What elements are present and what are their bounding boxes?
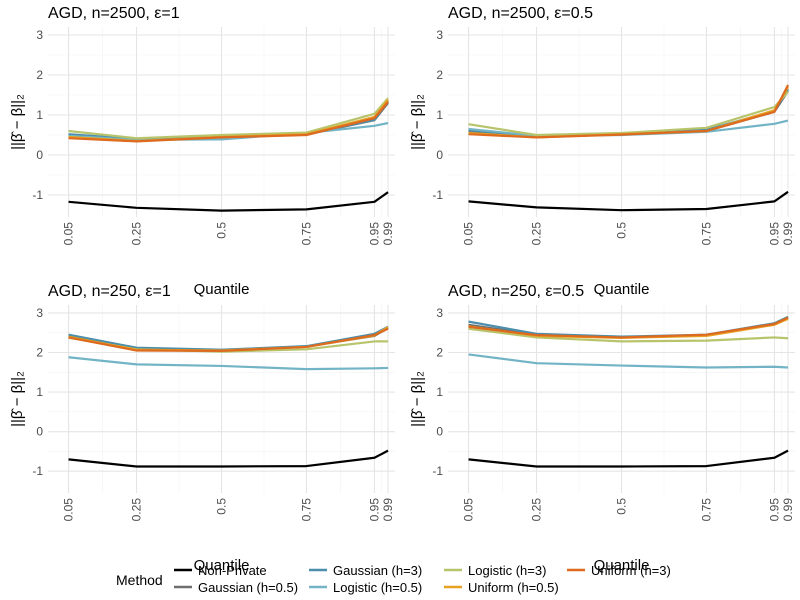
y-tick-label: -1 [432, 464, 443, 478]
series-line-gaussian-h-3 [468, 88, 789, 138]
x-axis-title: Quantile [194, 281, 250, 298]
y-axis-title: ||β̂ − β||₂ [9, 371, 26, 427]
y-tick-label: 1 [436, 108, 443, 122]
legend-item: Gaussian (h=3) [309, 563, 422, 578]
legend-item: Logistic (h=0.5) [309, 580, 422, 595]
y-axis-title: ||β̂ − β||₂ [409, 371, 426, 427]
legend-item: Gaussian (h=0.5) [174, 580, 298, 595]
panel-title: AGD, n=250, ε=1 [48, 283, 171, 300]
x-tick-label: 0.75 [299, 222, 313, 246]
series-line-non-private [68, 191, 389, 212]
series-line-uniform-h-3 [68, 327, 389, 353]
y-tick-label: 0 [436, 148, 443, 162]
series-line-non-private [468, 449, 789, 468]
x-tick-label: 0.95 [367, 222, 381, 246]
legend-item: Logistic (h=3) [444, 563, 546, 578]
x-axis-title: Quantile [594, 281, 650, 298]
legend-label: Logistic (h=3) [468, 563, 546, 578]
y-tick-label: 1 [436, 385, 443, 399]
x-tick-label: 0.05 [462, 222, 476, 246]
series-line-non-private [68, 449, 389, 468]
series-line-uniform-h-3 [68, 101, 389, 143]
x-tick-label: 0.25 [130, 222, 144, 246]
x-axis-title: Quantile [594, 557, 650, 574]
x-tick-label: 0.99 [781, 498, 795, 522]
x-tick-label: 0.99 [381, 222, 395, 246]
series-line-uniform-h-3 [468, 84, 790, 139]
series-line-logistic-h-0-5 [68, 356, 389, 371]
y-tick-label: 3 [436, 306, 443, 320]
series-line-gaussian-h-3 [68, 100, 389, 141]
y-tick-label: -1 [32, 188, 43, 202]
y-tick-label: 2 [436, 68, 443, 82]
x-tick-label: 0.05 [62, 222, 76, 246]
x-tick-label: 0.5 [615, 222, 629, 239]
x-tick-label: 0.99 [781, 222, 795, 246]
panel-title: AGD, n=250, ε=0.5 [448, 283, 584, 300]
y-tick-label: 2 [436, 345, 443, 359]
x-tick-label: 0.5 [615, 498, 629, 515]
y-axis-title: ||β̂ − β||₂ [9, 94, 26, 150]
legend-label: Gaussian (h=3) [333, 563, 422, 578]
panel-3: AGD, n=250, ε=1 -1 0 1 2 3 0.05 0.25 0.5 0.75 0.95… [9, 283, 395, 574]
y-tick-label: -1 [32, 464, 43, 478]
legend: Method Non-Private Gaussian (h=0.5) Gaussia… [116, 563, 671, 595]
legend-label: Logistic (h=0.5) [333, 580, 422, 595]
x-tick-label: 0.95 [767, 498, 781, 522]
series-line-logistic-h-3 [68, 97, 389, 140]
panel-4: AGD, n=250, ε=0.5 -1 0 1 2 3 0.05 0.25 0.5 0.75 0.… [409, 283, 795, 574]
series-line-uniform-h-0-5 [468, 86, 789, 139]
y-tick-label: 1 [36, 108, 43, 122]
x-tick-label: 0.75 [699, 222, 713, 246]
legend-label: Non-Private [198, 563, 267, 578]
y-tick-label: 1 [36, 385, 43, 399]
y-axis-title: ||β̂ − β||₂ [409, 94, 426, 150]
legend-label: Gaussian (h=0.5) [198, 580, 298, 595]
x-tick-label: 0.95 [367, 498, 381, 522]
y-tick-label: 0 [36, 425, 43, 439]
legend-item: Uniform (h=0.5) [444, 580, 559, 595]
panels-layer: AGD, n=2500, ε=1 -1 0 1 2 3 0.05 0.25 0.5 0.75 0.9… [9, 5, 795, 574]
series-line-logistic-h-3 [468, 327, 789, 343]
legend-label: Uniform (h=0.5) [468, 580, 559, 595]
legend-item: Uniform (h=3) [567, 563, 671, 578]
y-tick-label: 2 [36, 68, 43, 82]
series-line-logistic-h-0-5 [468, 353, 789, 369]
series-line-gaussian-h-0-5 [468, 90, 789, 138]
x-tick-label: 0.99 [381, 498, 395, 522]
legend-item: Non-Private [174, 563, 267, 578]
legend-title: Method [116, 572, 163, 588]
legend-label: Uniform (h=3) [591, 563, 671, 578]
x-tick-label: 0.25 [130, 498, 144, 522]
series-line-uniform-h-3 [468, 316, 789, 339]
y-tick-label: 2 [36, 345, 43, 359]
panel-title: AGD, n=2500, ε=0.5 [448, 5, 593, 22]
x-tick-label: 0.5 [215, 498, 229, 515]
x-tick-label: 0.25 [530, 498, 544, 522]
series-line-non-private [468, 190, 789, 212]
y-tick-label: 3 [36, 306, 43, 320]
y-tick-label: 0 [436, 425, 443, 439]
x-axis-title: Quantile [194, 557, 250, 574]
x-tick-label: 0.05 [62, 498, 76, 522]
y-tick-label: -1 [432, 188, 443, 202]
x-tick-label: 0.95 [767, 222, 781, 246]
y-tick-label: 0 [36, 148, 43, 162]
x-tick-label: 0.25 [530, 222, 544, 246]
x-tick-label: 0.75 [299, 498, 313, 522]
x-tick-label: 0.75 [699, 498, 713, 522]
panel-1: AGD, n=2500, ε=1 -1 0 1 2 3 0.05 0.25 0.5 0.75 0.9… [9, 5, 395, 298]
y-tick-label: 3 [436, 28, 443, 42]
x-tick-label: 0.5 [215, 222, 229, 239]
x-tick-label: 0.05 [462, 498, 476, 522]
panel-title: AGD, n=2500, ε=1 [48, 5, 180, 22]
y-tick-label: 3 [36, 28, 43, 42]
panel-2: AGD, n=2500, ε=0.5 -1 0 1 2 3 0.05 0.25 0.5 0.75 0… [409, 5, 795, 298]
